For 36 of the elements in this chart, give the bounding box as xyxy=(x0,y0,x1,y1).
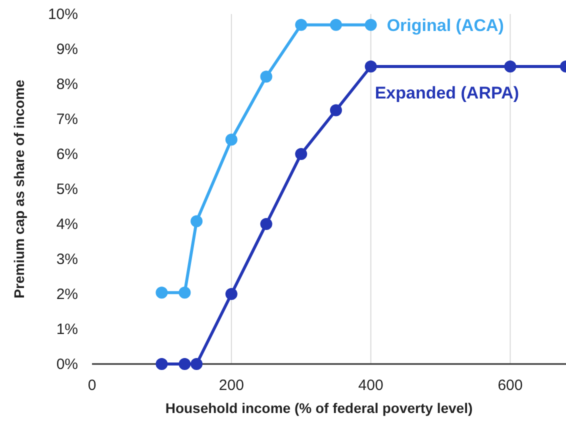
x-tick-label: 0 xyxy=(88,377,96,394)
point xyxy=(295,148,308,160)
point xyxy=(364,18,377,31)
y-tick-label: 6% xyxy=(56,146,78,163)
series-label: Original (ACA) xyxy=(386,16,504,35)
point xyxy=(364,60,377,72)
point xyxy=(225,288,238,300)
point xyxy=(178,358,191,370)
point xyxy=(260,70,272,83)
point xyxy=(330,104,342,116)
x-tick-label: 400 xyxy=(358,377,384,394)
x-tick-label: 200 xyxy=(218,377,244,394)
point xyxy=(225,134,238,146)
y-tick-label: 7% xyxy=(56,111,78,128)
series-label: Expanded (ARPA) xyxy=(374,84,520,102)
point xyxy=(178,286,191,299)
point xyxy=(330,18,342,31)
point xyxy=(504,60,516,72)
point xyxy=(190,215,203,228)
y-tick-label: 8% xyxy=(56,76,78,93)
point xyxy=(156,358,168,370)
y-tick-label: 2% xyxy=(56,286,78,303)
point xyxy=(190,358,203,370)
point xyxy=(295,18,308,31)
y-tick-label: 0% xyxy=(56,356,78,373)
x-tick-label: 600 xyxy=(498,377,523,394)
y-tick-label: 1% xyxy=(56,321,78,338)
point xyxy=(156,286,168,299)
y-axis-title: Premium cap as share of income xyxy=(11,79,27,298)
y-tick-label: 9% xyxy=(56,41,78,58)
y-tick-label: 10% xyxy=(48,6,78,23)
point xyxy=(260,218,272,230)
y-tick-label: 3% xyxy=(56,251,78,268)
y-tick-label: 4% xyxy=(56,216,78,233)
x-axis-title: Household income (% of federal poverty level) xyxy=(165,400,473,416)
y-tick-label: 5% xyxy=(56,181,78,198)
